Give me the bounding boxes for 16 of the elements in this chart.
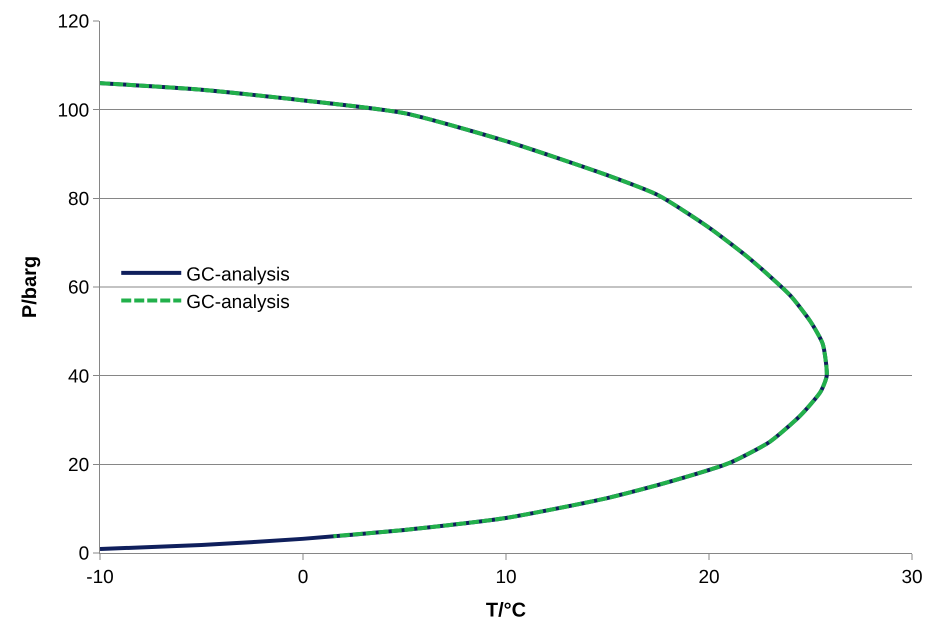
legend-label: GC-analysis xyxy=(186,264,290,286)
x-axis-title: T/°C xyxy=(486,599,526,622)
y-tick-label: 60 xyxy=(68,278,90,299)
y-axis-title: P/barg xyxy=(18,256,41,318)
x-tick-label: 0 xyxy=(298,566,308,588)
y-tick-label: 20 xyxy=(68,454,90,476)
x-tick-label: 20 xyxy=(698,566,720,588)
legend-label: GC-analysis xyxy=(186,292,290,313)
x-tick-label: 30 xyxy=(901,566,923,588)
y-tick-label: 0 xyxy=(78,544,90,565)
x-tick-label: 10 xyxy=(495,566,517,588)
y-tick-label: 120 xyxy=(57,12,90,33)
y-tick-label: 80 xyxy=(68,188,90,210)
y-tick-label: 40 xyxy=(68,366,90,388)
y-tick-label: 100 xyxy=(57,100,90,122)
x-tick-label: -10 xyxy=(86,566,114,588)
